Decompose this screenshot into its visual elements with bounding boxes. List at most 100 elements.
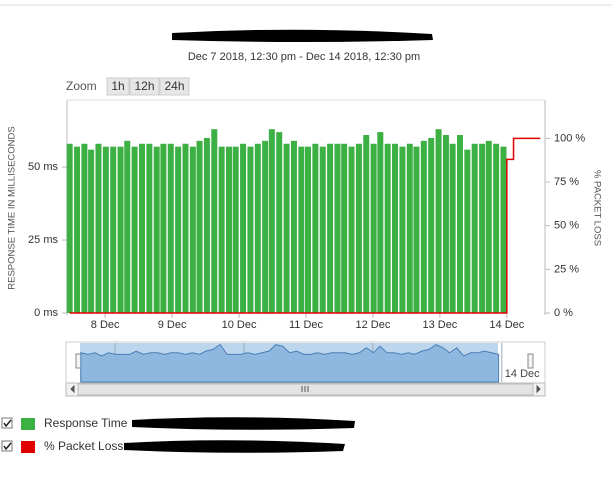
navigator-handle-right[interactable] <box>527 353 534 369</box>
y-tick-label: 25 ms <box>28 234 58 246</box>
legend-label[interactable]: Response Time <box>44 416 128 430</box>
checkbox[interactable] <box>1 417 13 429</box>
bar <box>262 140 269 313</box>
bar <box>464 149 471 313</box>
checkmark <box>3 442 12 451</box>
bar <box>312 143 319 313</box>
y2-tick-label: 100 % <box>554 132 585 144</box>
bar <box>479 143 486 313</box>
bar <box>182 143 189 313</box>
bar <box>175 146 182 313</box>
y-tick-label: 50 ms <box>28 161 58 173</box>
zoom-button-label[interactable]: 1h <box>111 79 124 93</box>
bar <box>283 143 290 313</box>
y-tick-label: 0 ms <box>34 307 58 319</box>
bar <box>240 143 247 313</box>
bar <box>226 146 233 313</box>
bar <box>428 137 435 313</box>
y2-tick-label: 0 % <box>554 307 573 319</box>
bar <box>500 146 507 313</box>
bar <box>442 135 449 313</box>
zoom-button[interactable] <box>159 77 190 96</box>
bar <box>355 143 362 313</box>
navigator-tick-label: 14 Dec <box>505 368 540 380</box>
bar <box>254 143 261 313</box>
bar <box>66 143 73 313</box>
bar <box>363 135 370 313</box>
bar <box>370 143 377 313</box>
zoom-button[interactable] <box>106 77 130 96</box>
bar <box>449 143 456 313</box>
navigator-handle-left[interactable] <box>75 353 82 369</box>
y2-tick-label: 50 % <box>554 220 579 232</box>
bar <box>218 146 225 313</box>
bar <box>305 146 312 313</box>
x-tick-label: 14 Dec <box>489 319 524 331</box>
bar <box>290 140 297 313</box>
bar <box>268 129 275 313</box>
bar <box>341 143 348 313</box>
bar <box>196 140 203 313</box>
bar <box>276 132 283 313</box>
bar <box>384 143 391 313</box>
bar <box>146 143 153 313</box>
bar <box>117 146 124 313</box>
zoom-button[interactable] <box>129 77 160 96</box>
scrollbar-arrows <box>70 384 541 394</box>
checkmark <box>3 419 12 428</box>
bar <box>456 135 463 313</box>
navigator-area <box>80 343 500 383</box>
zoom-label: Zoom <box>66 79 97 93</box>
x-tick-label: 12 Dec <box>356 319 391 331</box>
bar <box>74 146 81 313</box>
y2-tick-label: 25 % <box>554 263 579 275</box>
bar <box>160 143 167 313</box>
redaction <box>132 417 355 430</box>
y2-axis-title: % PACKET LOSS <box>591 170 602 246</box>
bar <box>138 143 145 313</box>
bar <box>95 143 102 313</box>
bar <box>485 140 492 313</box>
bar <box>203 137 210 313</box>
bar <box>377 132 384 313</box>
bar <box>493 143 500 313</box>
bar <box>211 129 218 313</box>
redaction <box>172 29 433 42</box>
bar <box>88 149 95 313</box>
bar <box>102 146 109 313</box>
redaction <box>124 440 345 453</box>
bar <box>406 143 413 313</box>
x-tick-label: 13 Dec <box>422 319 457 331</box>
line <box>69 137 541 314</box>
bar <box>153 146 160 313</box>
zoom-button-label[interactable]: 24h <box>164 79 184 93</box>
y-axis-title: RESPONSE TIME IN MILLISECONDS <box>7 126 18 289</box>
bar <box>124 140 131 313</box>
bar <box>435 129 442 313</box>
bar <box>399 146 406 313</box>
bar <box>81 143 88 313</box>
legend-swatch[interactable] <box>21 418 35 430</box>
checkbox[interactable] <box>1 440 13 452</box>
bar <box>131 146 138 313</box>
y2-tick-label: 75 % <box>554 176 579 188</box>
bar <box>348 146 355 313</box>
x-tick-label: 8 Dec <box>91 319 120 331</box>
bar <box>247 146 254 313</box>
bar <box>471 143 478 313</box>
legend-label[interactable]: % Packet Loss <box>44 439 123 453</box>
x-tick-label: 10 Dec <box>222 319 257 331</box>
bar <box>413 146 420 313</box>
bar <box>334 143 341 313</box>
bar <box>327 143 334 313</box>
subtitle: Dec 7 2018, 12:30 pm - Dec 14 2018, 12:3… <box>188 51 420 63</box>
bar <box>110 146 117 313</box>
bar <box>189 146 196 313</box>
bar <box>319 146 326 313</box>
zoom-button-label[interactable]: 12h <box>134 79 154 93</box>
legend-swatch[interactable] <box>21 441 35 453</box>
x-tick-label: 9 Dec <box>158 319 187 331</box>
bar <box>298 146 305 313</box>
